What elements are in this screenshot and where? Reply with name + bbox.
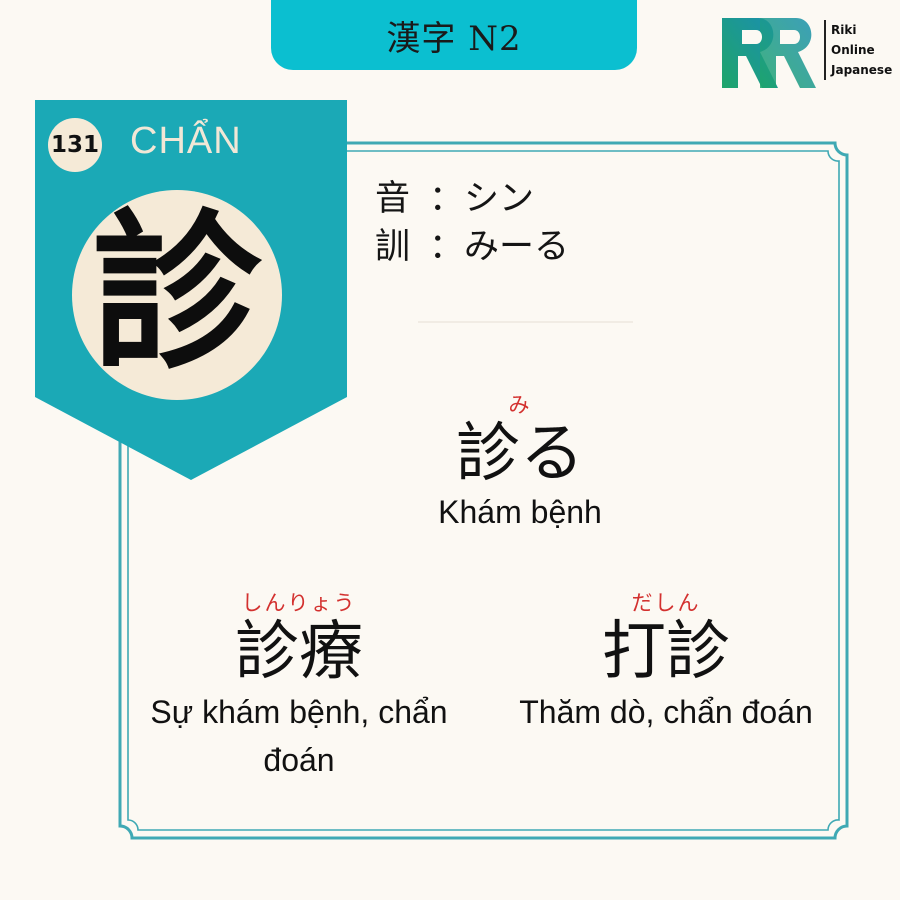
vocab-word: 診る	[456, 417, 584, 491]
level-title-tab: 漢字 N2	[271, 0, 637, 70]
main-kanji: 診	[91, 193, 262, 393]
on-reading: ：シン	[429, 179, 535, 219]
kanji-number: 131	[50, 132, 99, 158]
riki-logo-text: Riki Online Japanese	[824, 20, 892, 80]
logo-line-1: Riki	[831, 23, 857, 37]
vocab-item: しんりょう 診療 Sự khám bệnh, chẩn đoán	[118, 590, 480, 784]
riki-logo: Riki Online Japanese	[718, 12, 898, 92]
logo-line-3: Japanese	[831, 63, 893, 77]
logo-line-2: Online	[831, 43, 875, 57]
on-reading-row: 音 ：シン	[375, 170, 534, 221]
vocab-furigana: だしん	[631, 591, 701, 615]
vocab-furigana: み	[508, 393, 532, 417]
divider	[418, 321, 633, 323]
vocab-word: 打診	[602, 615, 730, 689]
vocab-furigana: しんりょう	[241, 591, 357, 615]
vocab-item: だしん 打診 Thăm dò, chẩn đoán	[488, 590, 844, 736]
vocab-meaning: Sự khám bệnh, chẩn đoán	[150, 694, 448, 778]
vocab-meaning: Thăm dò, chẩn đoán	[519, 694, 813, 730]
vocab-item: み 診る Khám bệnh	[400, 392, 640, 536]
vocab-word: 診療	[235, 615, 363, 689]
riki-logo-icon	[722, 18, 816, 88]
kanji-circle: 診	[72, 190, 282, 400]
level-title: 漢字 N2	[386, 18, 522, 59]
on-label: 音	[375, 179, 411, 219]
vocab-meaning: Khám bệnh	[438, 494, 602, 530]
kun-label: 訓	[375, 227, 411, 267]
kun-reading: ：みーる	[429, 227, 570, 267]
kun-reading-row: 訓 ：みーる	[375, 218, 569, 269]
han-viet-reading: CHẨN	[130, 120, 242, 162]
kanji-number-badge: 131	[48, 118, 102, 172]
